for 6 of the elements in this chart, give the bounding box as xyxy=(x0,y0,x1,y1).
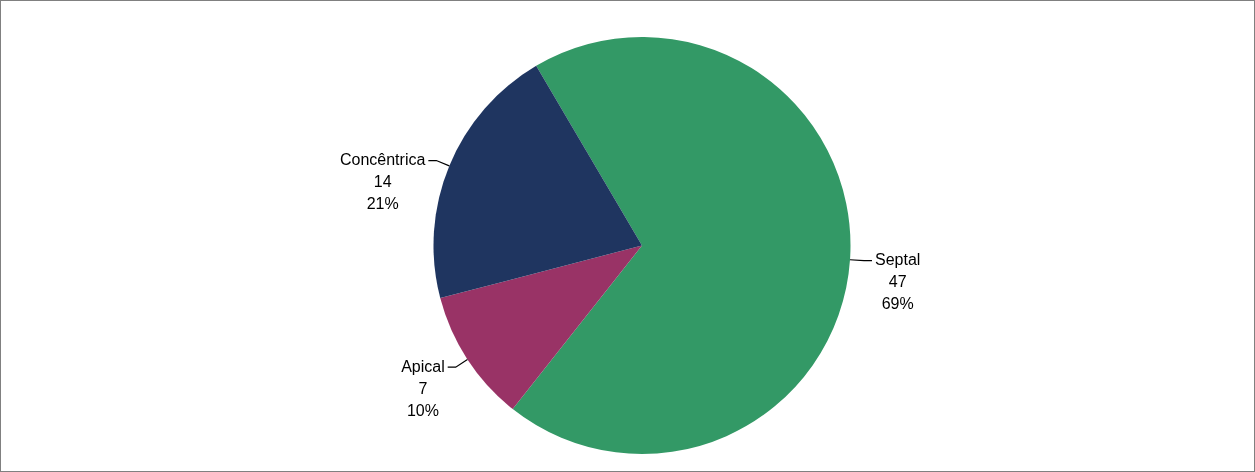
data-label: 7 10% xyxy=(406,379,439,419)
slice-label: Concêntrica xyxy=(339,150,426,168)
slice-label: Septal xyxy=(874,251,921,269)
slice-label: Apical xyxy=(401,357,445,375)
data-label: 14 21% xyxy=(366,172,399,212)
data-label: 47 69% xyxy=(881,273,914,313)
